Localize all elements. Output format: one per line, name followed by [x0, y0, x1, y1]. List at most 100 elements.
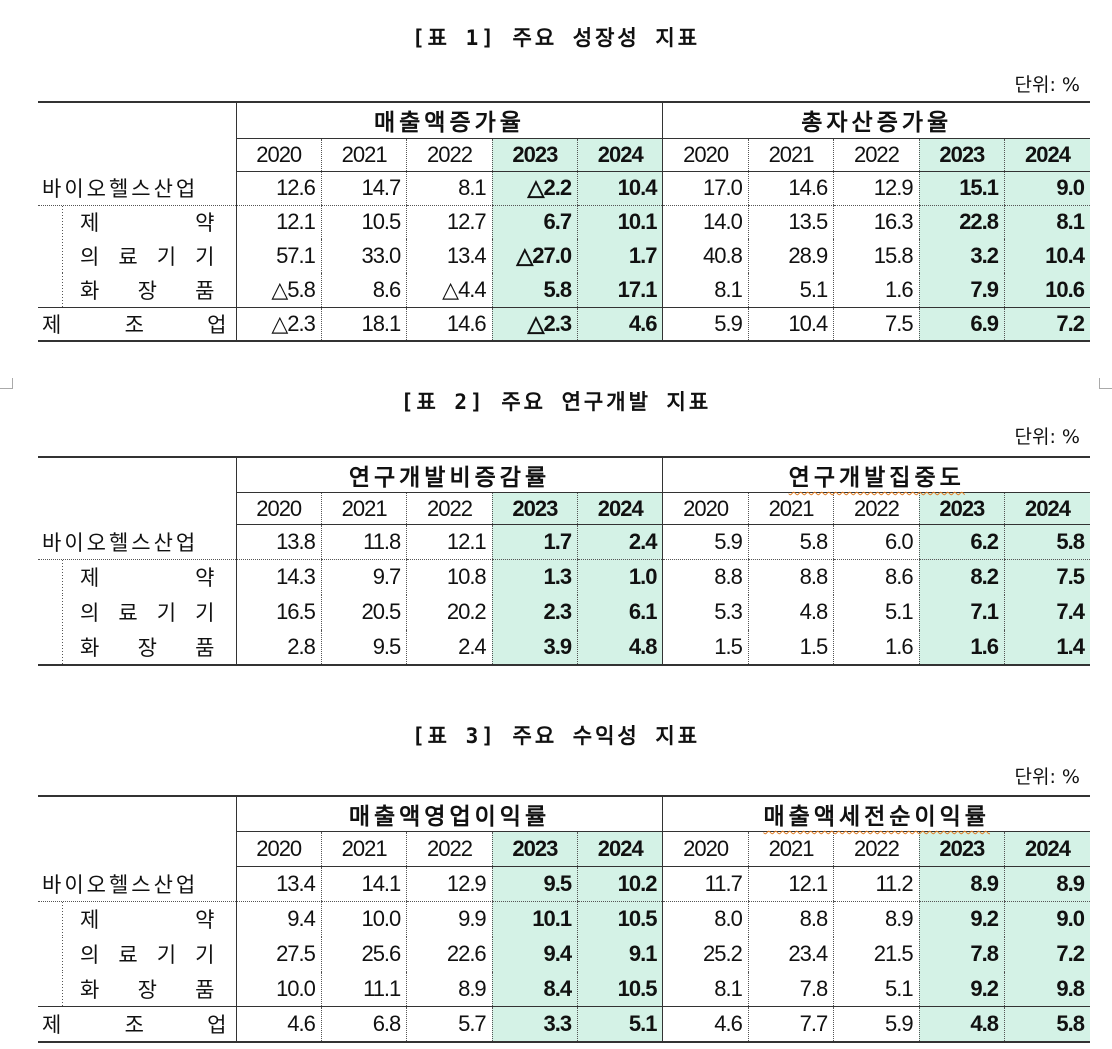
- value-cell: 6.1: [577, 594, 663, 630]
- group-header-row: 매출액영업이익률 매출액세전순이익률: [38, 796, 1090, 832]
- value-cell: 5.3: [662, 594, 749, 630]
- table-row: 제 약 14.3 9.7 10.8 1.3 1.0 8.8 8.8 8.6 8.2 7.5: [38, 559, 1090, 595]
- table-row: 제 조 업 △2.3 18.1 14.6 △2.3 4.6 5.9 10.4 7.5 6.9 7.2: [38, 307, 1090, 341]
- unit-label: 단위: %: [1014, 426, 1080, 448]
- value-cell: 11.8: [320, 524, 407, 560]
- value-cell: 7.5: [1004, 559, 1090, 595]
- value-cell: 7.8: [747, 971, 834, 1007]
- year-header: 2023: [491, 831, 578, 867]
- year-header: 2023: [918, 492, 1005, 525]
- value-cell: 9.5: [320, 629, 407, 665]
- table-row: 바이오헬스산업 13.4 14.1 12.9 9.5 10.2 11.7 12.1 11.2 8.…: [38, 866, 1090, 902]
- value-cell: 9.8: [1004, 971, 1090, 1007]
- corner-cell: [38, 457, 237, 493]
- value-cell: 12.1: [235, 205, 322, 239]
- value-cell: 10.4: [1004, 239, 1090, 273]
- value-cell: 5.8: [1004, 1006, 1090, 1042]
- value-cell: 2.3: [491, 594, 578, 630]
- table-title: [표 1] 주요 성장성 지표: [411, 26, 701, 50]
- year-header: 2021: [320, 831, 407, 867]
- value-cell: 14.1: [320, 866, 407, 902]
- value-cell: 8.1: [1004, 205, 1090, 239]
- table-row: 의 료 기 기 57.1 33.0 13.4 △27.0 1.7 40.8 28.9 15.8 3…: [38, 239, 1090, 273]
- value-cell: 14.6: [406, 307, 493, 341]
- value-cell: 22.6: [406, 936, 493, 972]
- year-header: 2020: [235, 492, 322, 525]
- value-cell: 8.8: [747, 559, 834, 595]
- value-cell: 5.1: [577, 1006, 663, 1042]
- table-row: 의 료 기 기 16.5 20.5 20.2 2.3 6.1 5.3 4.8 5.1 7.1 7.4: [38, 594, 1090, 630]
- unit-label: 단위: %: [1014, 766, 1080, 788]
- value-cell: 5.9: [833, 1006, 920, 1042]
- group-header: 매출액세전순이익률: [662, 796, 1090, 832]
- value-cell: 9.2: [918, 901, 1005, 937]
- value-cell: 7.5: [833, 307, 920, 341]
- value-cell: △2.2: [491, 171, 578, 206]
- year-header: 2021: [747, 831, 834, 867]
- corner-cell: [38, 831, 237, 867]
- value-cell: 17.0: [662, 171, 749, 206]
- year-header: 2024: [577, 831, 663, 867]
- value-cell: 8.4: [491, 971, 578, 1007]
- value-cell: 7.4: [1004, 594, 1090, 630]
- value-cell: 27.5: [235, 936, 322, 972]
- value-cell: 8.2: [918, 559, 1005, 595]
- value-cell: 9.5: [491, 866, 578, 902]
- year-header: 2022: [833, 831, 920, 867]
- value-cell: 12.6: [235, 171, 322, 206]
- value-cell: 2.8: [235, 629, 322, 665]
- value-cell: 9.0: [1004, 901, 1090, 937]
- value-cell: 2.4: [406, 629, 493, 665]
- value-cell: 1.0: [577, 559, 663, 595]
- value-cell: 10.2: [577, 866, 663, 902]
- value-cell: 10.4: [747, 307, 834, 341]
- table-title: [표 2] 주요 연구개발 지표: [400, 390, 712, 414]
- row-label: 제 약: [38, 205, 237, 239]
- row-label: 바이오헬스산업: [38, 866, 237, 902]
- value-cell: 9.4: [235, 901, 322, 937]
- value-cell: 4.6: [662, 1006, 749, 1042]
- year-header: 2022: [833, 492, 920, 525]
- value-cell: 5.8: [491, 273, 578, 307]
- value-cell: 16.3: [833, 205, 920, 239]
- row-label: 화 장 품: [38, 629, 237, 665]
- value-cell: 8.1: [406, 171, 493, 206]
- group-header: 총자산증가율: [662, 102, 1090, 139]
- year-header: 2020: [235, 138, 322, 172]
- value-cell: △4.4: [406, 273, 493, 307]
- value-cell: 1.7: [491, 524, 578, 560]
- value-cell: 10.5: [577, 901, 663, 937]
- value-cell: 9.7: [320, 559, 407, 595]
- page-corner-mark: [1099, 378, 1112, 389]
- value-cell: 12.1: [747, 866, 834, 902]
- value-cell: 8.8: [747, 901, 834, 937]
- value-cell: 8.9: [1004, 866, 1090, 902]
- value-cell: 25.6: [320, 936, 407, 972]
- value-cell: △5.8: [235, 273, 322, 307]
- group-header-label: 총자산증가율: [801, 109, 953, 136]
- year-header: 2021: [747, 138, 834, 172]
- indicator-table: 매출액영업이익률 매출액세전순이익률 2020 2021 2022 2023 2024 202…: [38, 795, 1090, 1043]
- row-label: 제 약: [38, 901, 237, 937]
- value-cell: 18.1: [320, 307, 407, 341]
- page-corner-mark: [0, 378, 13, 389]
- value-cell: 13.5: [747, 205, 834, 239]
- group-header-label: 매출액증가율: [373, 109, 525, 136]
- value-cell: 8.9: [406, 971, 493, 1007]
- corner-cell: [38, 138, 237, 171]
- table-row: 화 장 품 2.8 9.5 2.4 3.9 4.8 1.5 1.5 1.6 1.6 1.4: [38, 629, 1090, 665]
- year-header: 2020: [662, 492, 749, 525]
- value-cell: 1.6: [833, 629, 920, 665]
- group-header: 연구개발집중도: [662, 457, 1090, 493]
- value-cell: 8.1: [662, 273, 749, 307]
- value-cell: 9.0: [1004, 171, 1090, 206]
- value-cell: 13.4: [406, 239, 493, 273]
- value-cell: 17.1: [577, 273, 663, 307]
- value-cell: 9.9: [406, 901, 493, 937]
- year-header: 2022: [406, 138, 493, 172]
- row-label: 의 료 기 기: [38, 594, 237, 630]
- value-cell: 6.0: [833, 524, 920, 560]
- group-header-label: 매출액세전순이익률: [763, 803, 990, 829]
- value-cell: 10.0: [235, 971, 322, 1007]
- year-header: 2024: [1004, 138, 1090, 172]
